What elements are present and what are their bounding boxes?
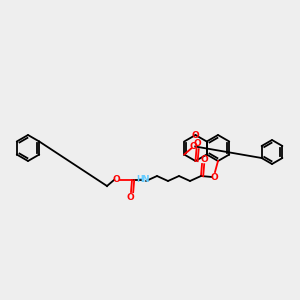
Text: O: O	[210, 172, 218, 182]
Text: H: H	[136, 176, 143, 184]
Text: O: O	[112, 176, 120, 184]
Text: N: N	[141, 176, 149, 184]
Text: O: O	[200, 154, 208, 164]
Text: O: O	[126, 193, 134, 202]
Text: O: O	[189, 142, 197, 151]
Text: O: O	[192, 130, 200, 140]
Text: O: O	[194, 140, 201, 148]
